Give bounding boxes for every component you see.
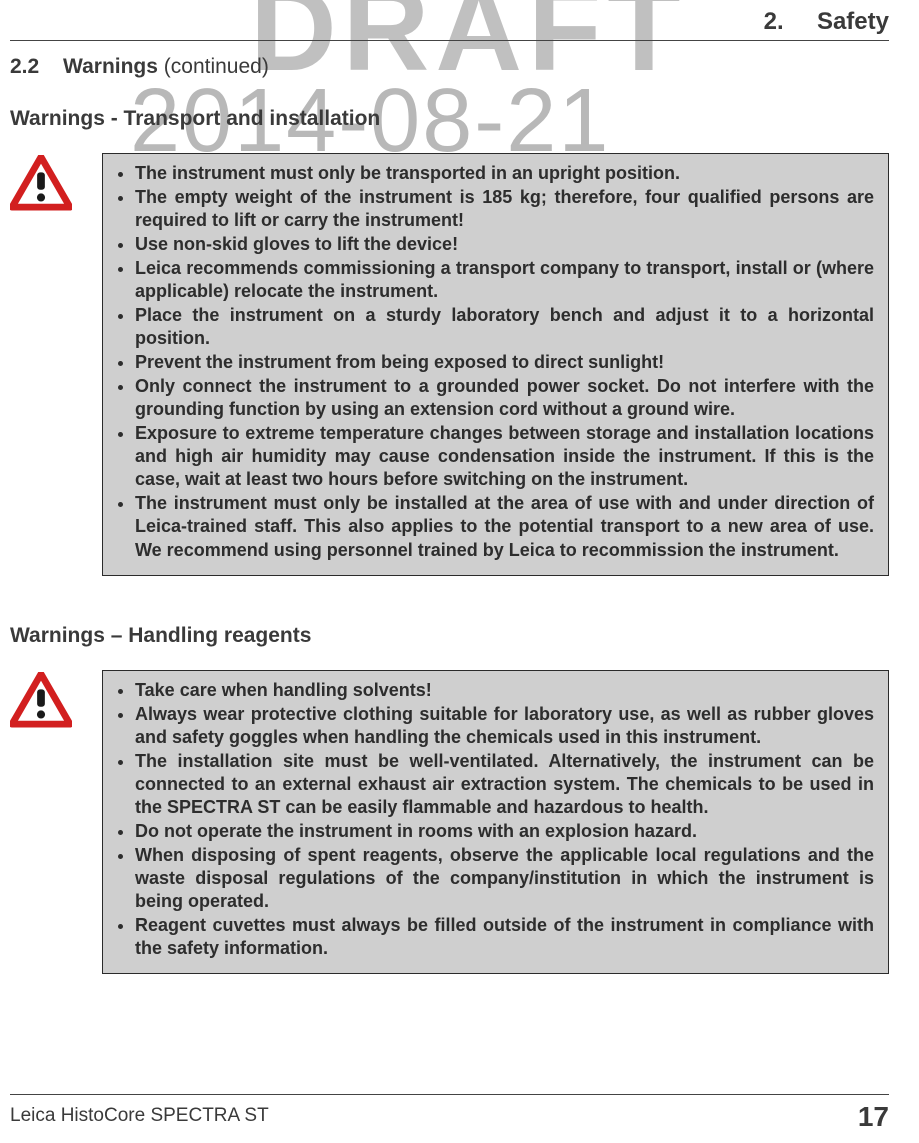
list-item: When disposing of spent reagents, observ… [135,844,874,913]
list-item: The instrument must only be transported … [135,162,874,185]
list-item: The empty weight of the instrument is 18… [135,186,874,232]
list-item: Always wear protective clothing suitable… [135,703,874,749]
warning-icon [10,153,80,211]
section-title: Warnings [63,55,158,78]
list-item: The installation site must be well-venti… [135,750,874,819]
list-item: Exposure to extreme temperature changes … [135,422,874,491]
list-item: Reagent cuvettes must always be filled o… [135,914,874,960]
page: DRAFT 2014-08-21 2. Safety 2.2 Warnings … [0,0,919,1143]
warning-list-reagents: Take care when handling solvents! Always… [117,679,874,960]
subheading-transport: Warnings - Transport and installation [10,107,889,131]
footer-page-number: 17 [858,1101,889,1133]
list-item: Do not operate the instrument in rooms w… [135,820,874,843]
warning-list-transport: The instrument must only be transported … [117,162,874,562]
warning-block-transport: The instrument must only be transported … [10,153,889,576]
list-item: Prevent the instrument from being expose… [135,351,874,374]
warning-icon [10,670,80,728]
list-item: Place the instrument on a sturdy laborat… [135,304,874,350]
subheading-reagents: Warnings – Handling reagents [10,624,889,648]
list-item: The instrument must only be installed at… [135,492,874,561]
warning-block-reagents: Take care when handling solvents! Always… [10,670,889,974]
footer-product: Leica HistoCore SPECTRA ST [10,1105,269,1127]
list-item: Leica recommends commissioning a transpo… [135,257,874,303]
section-continued: (continued) [158,55,269,78]
footer-rule [10,1094,889,1095]
list-item: Use non-skid gloves to lift the device! [135,233,874,256]
list-item: Only connect the instrument to a grounde… [135,375,874,421]
warning-box-transport: The instrument must only be transported … [102,153,889,576]
list-item: Take care when handling solvents! [135,679,874,702]
warning-box-reagents: Take care when handling solvents! Always… [102,670,889,974]
section-number: 2.2 [10,55,39,78]
section-heading: 2.2 Warnings (continued) [10,0,889,79]
